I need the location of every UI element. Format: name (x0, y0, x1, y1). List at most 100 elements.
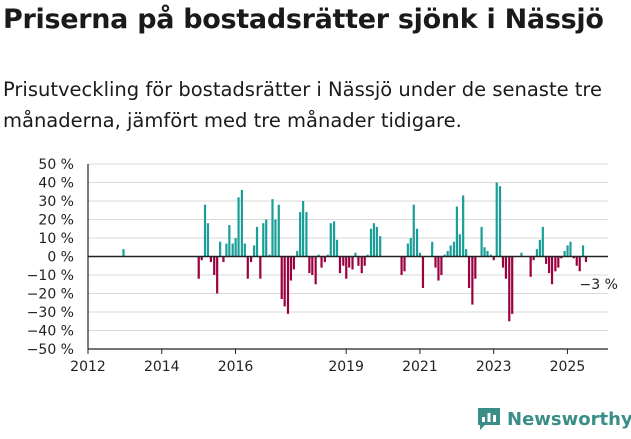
bar (495, 182, 498, 257)
bar (406, 243, 409, 257)
bar (323, 256, 326, 263)
x-tick-label: 2012 (70, 359, 106, 375)
bar (200, 256, 203, 261)
bar (305, 212, 308, 257)
bar (501, 256, 505, 268)
bar (480, 226, 483, 257)
x-tick-label: 2021 (402, 359, 438, 375)
bar (483, 247, 486, 257)
bar (203, 204, 207, 257)
bar (557, 256, 560, 268)
bar (462, 195, 465, 257)
bar (369, 228, 373, 257)
bar (550, 256, 554, 285)
newsworthy-logo-text: Newsworthy (507, 408, 631, 430)
bar (421, 256, 425, 288)
bar (403, 256, 406, 272)
y-tick-label: −40 % (27, 324, 74, 340)
y-tick-label: 0 % (47, 250, 74, 266)
bar (234, 238, 237, 257)
bar (366, 254, 369, 257)
bar (280, 256, 283, 300)
latest-value-label: −3 % (580, 277, 618, 293)
labels: 50 % 40 % 30 % 20 % 10 % 0 % −10 % −20 % −30 % −4… (27, 157, 618, 375)
bar (351, 256, 354, 270)
bar (498, 186, 502, 257)
bar (259, 256, 262, 279)
bar (458, 234, 461, 257)
bar (578, 256, 581, 272)
bar (569, 241, 572, 257)
bar (400, 256, 403, 275)
bar (511, 256, 514, 314)
bar (122, 249, 125, 257)
bar (471, 256, 474, 305)
bar (541, 226, 544, 257)
bar (508, 256, 511, 322)
bar (246, 256, 249, 279)
bar (348, 256, 351, 268)
chart-title: Priserna på bostadsrätter sjönk i Nässjö (3, 4, 604, 35)
bar (455, 206, 458, 257)
bar (277, 204, 280, 257)
bar (283, 256, 286, 307)
bar (250, 256, 253, 263)
bar (345, 256, 348, 279)
bar (206, 223, 210, 257)
bar (434, 256, 437, 268)
y-tick-label: 20 % (38, 213, 74, 229)
bar (415, 228, 419, 257)
bar (431, 241, 434, 257)
bar (409, 238, 412, 257)
bar (474, 256, 477, 279)
bar (268, 254, 271, 257)
bar (311, 256, 314, 275)
gridlines (88, 163, 608, 350)
bar (489, 254, 492, 257)
newsworthy-logo-icon (478, 408, 500, 430)
bar (240, 189, 243, 257)
y-tick-label: −30 % (27, 305, 74, 321)
bar (465, 249, 468, 257)
x-tick-label: 2016 (218, 359, 254, 375)
bar (412, 204, 415, 257)
bar (216, 256, 219, 294)
bar (572, 256, 575, 259)
bar (292, 256, 295, 270)
bar (252, 245, 256, 257)
bar (492, 256, 495, 261)
bar (560, 256, 563, 259)
bars (122, 182, 588, 322)
bar (222, 256, 225, 263)
bar (563, 250, 566, 257)
bar (529, 256, 532, 277)
bar (418, 252, 422, 257)
bar (575, 256, 578, 266)
bar (375, 226, 378, 257)
bar (360, 256, 363, 274)
bar (538, 239, 541, 257)
y-tick-label: 30 % (38, 194, 74, 210)
bar (504, 256, 508, 279)
bar (274, 219, 277, 257)
axes (87, 164, 608, 354)
bar (566, 245, 569, 257)
bar (243, 243, 246, 257)
bar (486, 250, 489, 257)
bar (209, 256, 213, 263)
bar (338, 256, 342, 274)
bar (219, 241, 222, 257)
bar (225, 243, 228, 257)
bar (440, 256, 443, 275)
bar (372, 223, 376, 257)
bar (446, 250, 449, 257)
bar (520, 252, 523, 257)
bar (335, 239, 339, 257)
bar (231, 243, 234, 257)
bar (197, 256, 200, 279)
bar (237, 197, 240, 257)
bar (554, 256, 557, 272)
y-tick-label: 40 % (38, 176, 74, 192)
bar (449, 245, 452, 257)
bar (363, 256, 366, 266)
